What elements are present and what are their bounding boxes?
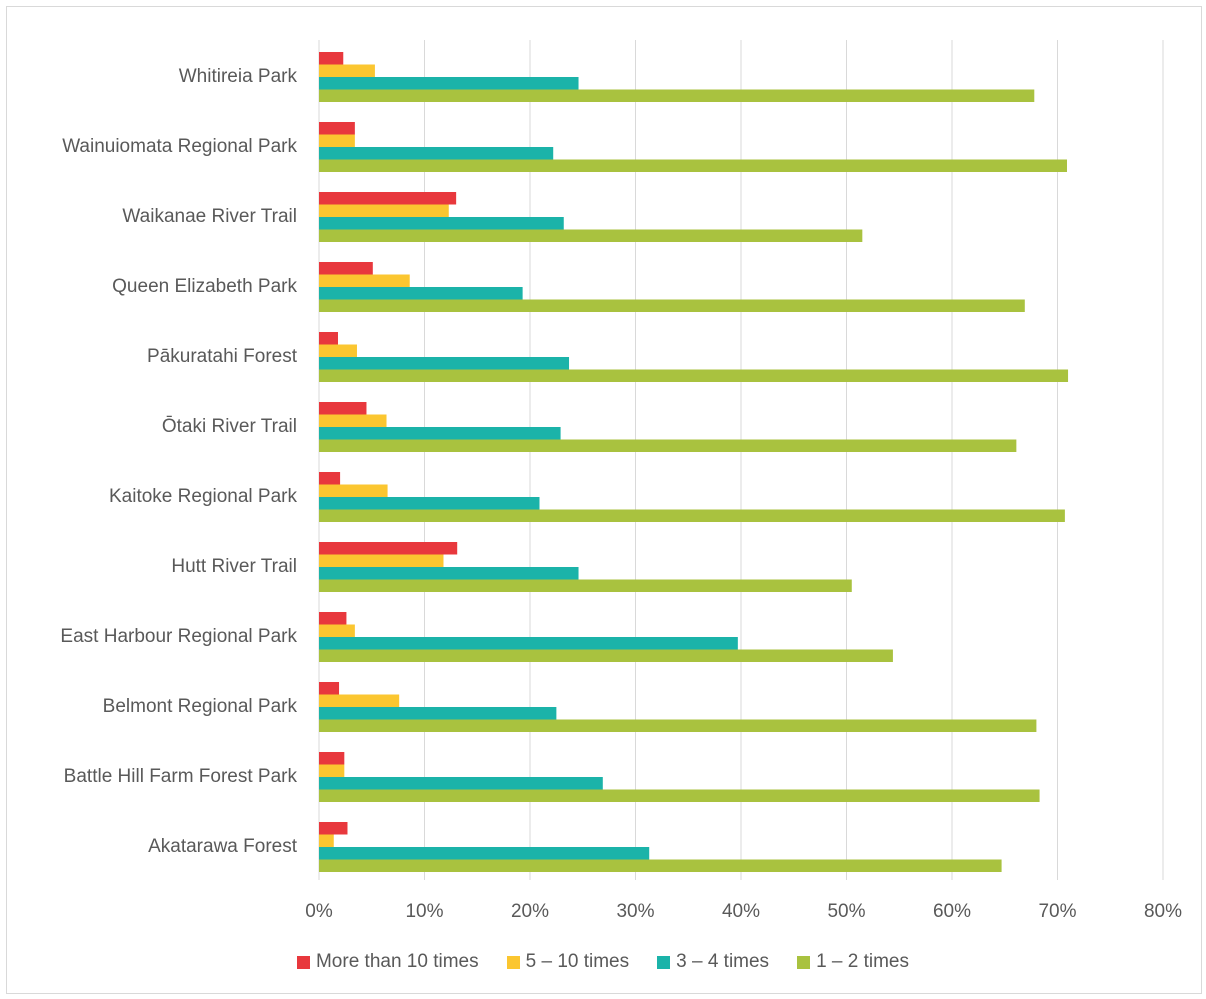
- x-tick-label: 70%: [1038, 901, 1076, 922]
- bar: [319, 834, 334, 847]
- bar: [319, 682, 340, 695]
- bar: [319, 497, 540, 510]
- bar: [319, 147, 554, 160]
- bar: [319, 484, 388, 497]
- y-category-label: Kaitoke Regional Park: [109, 486, 297, 507]
- bar: [319, 567, 579, 580]
- legend-swatch: [296, 955, 310, 969]
- bar: [319, 719, 1037, 732]
- bar: [319, 229, 863, 242]
- x-tick-label: 30%: [616, 901, 654, 922]
- legend-swatch: [657, 955, 671, 969]
- y-category-label: Hutt River Trail: [171, 556, 297, 577]
- legend-swatch: [506, 955, 520, 969]
- x-tick-label: 80%: [1144, 901, 1182, 922]
- bar: [319, 822, 348, 835]
- bar: [319, 192, 457, 205]
- bar: [319, 414, 387, 427]
- bar: [319, 77, 579, 90]
- bar: [319, 789, 1040, 802]
- legend-label: 1 – 2 times: [816, 951, 909, 972]
- bar: [319, 542, 458, 555]
- horizontal-bar-chart: 0% 10% 20% 30% 40% 50% 60% 70% 80% Whitireia Park…: [60, 40, 1182, 922]
- bar: [319, 262, 373, 275]
- bar: [319, 649, 893, 662]
- legend-label: 5 – 10 times: [525, 951, 630, 972]
- x-tick-label: 60%: [933, 901, 971, 922]
- x-tick-label: 50%: [827, 901, 865, 922]
- y-category-label: Akatarawa Forest: [148, 836, 298, 857]
- bar: [319, 707, 557, 720]
- bar: [319, 332, 338, 345]
- legend-swatch: [797, 955, 811, 969]
- bar: [319, 52, 344, 65]
- bar: [319, 847, 650, 860]
- bar: [319, 694, 400, 707]
- bar: [319, 637, 738, 650]
- bar: [319, 554, 444, 567]
- legend-item: 1 – 2 times: [797, 951, 909, 973]
- x-tick-label: 0%: [305, 901, 333, 922]
- y-category-label: Belmont Regional Park: [103, 696, 298, 717]
- legend-item: 5 – 10 times: [506, 951, 630, 973]
- chart-legend: More than 10 times 5 – 10 times 3 – 4 time…: [0, 951, 1206, 973]
- y-category-label: Whitireia Park: [179, 66, 298, 87]
- y-category-label: Wainuiomata Regional Park: [62, 136, 297, 157]
- bar: [319, 427, 561, 440]
- y-category-label: Battle Hill Farm Forest Park: [64, 766, 298, 787]
- bar: [319, 402, 367, 415]
- bar: [319, 624, 355, 637]
- legend-label: More than 10 times: [315, 951, 479, 972]
- bar: [319, 204, 449, 217]
- bar: [319, 159, 1067, 172]
- y-category-label: Ōtaki River Trail: [162, 416, 297, 437]
- bar: [319, 752, 345, 765]
- bar: [319, 472, 341, 485]
- bar: [319, 439, 1017, 452]
- legend-label: 3 – 4 times: [676, 951, 770, 972]
- bar: [319, 299, 1025, 312]
- x-tick-label: 10%: [405, 901, 443, 922]
- bar: [319, 287, 523, 300]
- bar: [319, 369, 1069, 382]
- legend-item: More than 10 times: [296, 951, 479, 973]
- bar: [319, 357, 570, 370]
- y-category-label: Waikanae River Trail: [122, 206, 297, 227]
- bar: [319, 217, 564, 230]
- bar: [319, 274, 410, 287]
- bar: [319, 859, 1002, 872]
- bar: [319, 612, 347, 625]
- bar: [319, 509, 1065, 522]
- y-category-label: East Harbour Regional Park: [60, 626, 297, 647]
- bar: [319, 89, 1035, 102]
- bar: [319, 64, 375, 77]
- x-tick-label: 40%: [722, 901, 760, 922]
- bar: [319, 134, 355, 147]
- bar: [319, 764, 345, 777]
- bar: [319, 777, 603, 790]
- y-category-label: Pākuratahi Forest: [147, 346, 298, 367]
- bar: [319, 579, 852, 592]
- y-category-label: Queen Elizabeth Park: [112, 276, 297, 297]
- legend-item: 3 – 4 times: [657, 951, 769, 973]
- bar: [319, 122, 355, 135]
- x-tick-label: 20%: [511, 901, 549, 922]
- bar: [319, 344, 357, 357]
